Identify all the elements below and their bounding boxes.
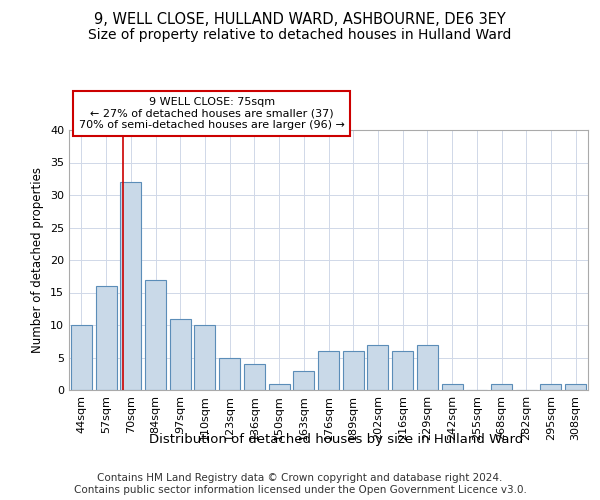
Bar — [318, 351, 339, 390]
Bar — [491, 384, 512, 390]
Bar — [120, 182, 141, 390]
Bar — [170, 318, 191, 390]
Text: Distribution of detached houses by size in Hulland Ward: Distribution of detached houses by size … — [149, 432, 523, 446]
Text: 9, WELL CLOSE, HULLAND WARD, ASHBOURNE, DE6 3EY: 9, WELL CLOSE, HULLAND WARD, ASHBOURNE, … — [94, 12, 506, 28]
Bar — [442, 384, 463, 390]
Bar — [194, 325, 215, 390]
Y-axis label: Number of detached properties: Number of detached properties — [31, 167, 44, 353]
Bar — [71, 325, 92, 390]
Bar — [95, 286, 116, 390]
Bar — [145, 280, 166, 390]
Text: Contains HM Land Registry data © Crown copyright and database right 2024.
Contai: Contains HM Land Registry data © Crown c… — [74, 474, 526, 495]
Bar — [392, 351, 413, 390]
Bar — [269, 384, 290, 390]
Bar — [293, 370, 314, 390]
Bar — [244, 364, 265, 390]
Bar — [565, 384, 586, 390]
Bar — [541, 384, 562, 390]
Bar — [343, 351, 364, 390]
Bar — [367, 344, 388, 390]
Bar — [417, 344, 438, 390]
Text: 9 WELL CLOSE: 75sqm
← 27% of detached houses are smaller (37)
70% of semi-detach: 9 WELL CLOSE: 75sqm ← 27% of detached ho… — [79, 97, 344, 130]
Text: Size of property relative to detached houses in Hulland Ward: Size of property relative to detached ho… — [88, 28, 512, 42]
Bar — [219, 358, 240, 390]
